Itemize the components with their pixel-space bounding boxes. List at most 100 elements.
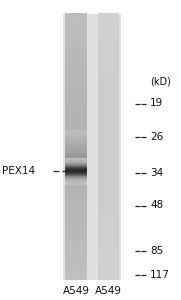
Bar <box>65 200 87 206</box>
Bar <box>98 260 119 266</box>
Bar <box>65 80 87 87</box>
Bar <box>65 53 87 60</box>
Bar <box>65 138 87 139</box>
Bar <box>65 178 87 179</box>
Text: 19: 19 <box>150 98 163 109</box>
Bar <box>65 182 87 183</box>
Bar <box>65 158 87 159</box>
Text: PEX14: PEX14 <box>2 166 35 176</box>
Bar <box>65 151 87 152</box>
Bar <box>65 106 87 113</box>
Bar <box>98 27 119 34</box>
Bar <box>65 167 87 173</box>
Text: A549: A549 <box>62 286 90 296</box>
Bar <box>65 156 87 158</box>
Bar <box>65 140 87 141</box>
Bar <box>65 220 87 226</box>
Bar <box>98 220 119 226</box>
Bar <box>98 180 119 187</box>
Bar <box>65 149 87 150</box>
Bar <box>65 240 87 246</box>
Bar <box>65 187 87 193</box>
Bar <box>65 155 87 156</box>
Bar <box>65 139 87 140</box>
Bar <box>65 177 87 178</box>
Bar <box>98 67 119 73</box>
Bar <box>65 152 87 153</box>
Bar <box>98 200 119 206</box>
Bar <box>65 173 87 180</box>
Bar <box>65 67 87 73</box>
Bar <box>65 148 87 149</box>
Bar <box>98 253 119 260</box>
Bar <box>98 20 119 27</box>
Bar <box>65 179 87 180</box>
Bar <box>65 160 87 166</box>
Bar <box>65 142 87 143</box>
Bar <box>65 143 87 145</box>
Bar <box>65 165 87 166</box>
Bar <box>65 176 87 177</box>
Bar <box>65 226 87 233</box>
Bar <box>98 213 119 220</box>
Bar <box>98 106 119 113</box>
Bar <box>65 74 87 80</box>
Text: 26: 26 <box>150 131 163 142</box>
Bar <box>98 74 119 80</box>
Bar <box>65 20 87 27</box>
Bar <box>65 161 87 162</box>
Bar <box>65 246 87 253</box>
Bar <box>98 233 119 240</box>
Bar <box>65 40 87 47</box>
Bar <box>65 154 87 155</box>
Bar <box>98 120 119 127</box>
Bar <box>65 163 87 164</box>
Bar <box>65 153 87 160</box>
Bar <box>65 133 87 134</box>
Bar <box>65 159 87 160</box>
Bar <box>98 40 119 47</box>
Bar <box>65 180 87 181</box>
Bar <box>65 167 87 168</box>
Bar <box>98 80 119 87</box>
Bar <box>98 273 119 280</box>
Bar <box>65 150 87 151</box>
Bar <box>65 120 87 127</box>
Text: 34: 34 <box>150 167 163 178</box>
Text: 117: 117 <box>150 269 170 280</box>
Bar <box>98 173 119 180</box>
Bar <box>65 100 87 106</box>
Bar <box>98 146 119 153</box>
Bar <box>65 47 87 53</box>
Bar <box>65 206 87 213</box>
Bar <box>98 240 119 246</box>
Bar <box>98 266 119 273</box>
Bar <box>98 127 119 133</box>
Text: A549: A549 <box>95 286 122 296</box>
Bar <box>65 164 87 165</box>
Bar <box>65 133 87 140</box>
Bar <box>65 34 87 40</box>
Bar <box>65 130 87 132</box>
Bar <box>98 14 119 20</box>
Bar <box>65 113 87 120</box>
Bar <box>65 147 87 148</box>
Bar <box>65 27 87 34</box>
Bar <box>65 213 87 220</box>
Bar <box>65 153 87 154</box>
Bar <box>65 145 87 146</box>
Bar <box>65 166 87 167</box>
Bar <box>65 146 87 147</box>
Bar <box>98 34 119 40</box>
Bar <box>65 253 87 260</box>
Bar <box>65 260 87 266</box>
Bar <box>65 134 87 135</box>
Bar <box>98 87 119 93</box>
Bar <box>98 93 119 100</box>
Bar <box>65 93 87 100</box>
Bar <box>65 137 87 138</box>
Text: (kD): (kD) <box>150 76 171 86</box>
Bar <box>65 174 87 175</box>
Bar <box>65 136 87 137</box>
Bar <box>98 187 119 193</box>
